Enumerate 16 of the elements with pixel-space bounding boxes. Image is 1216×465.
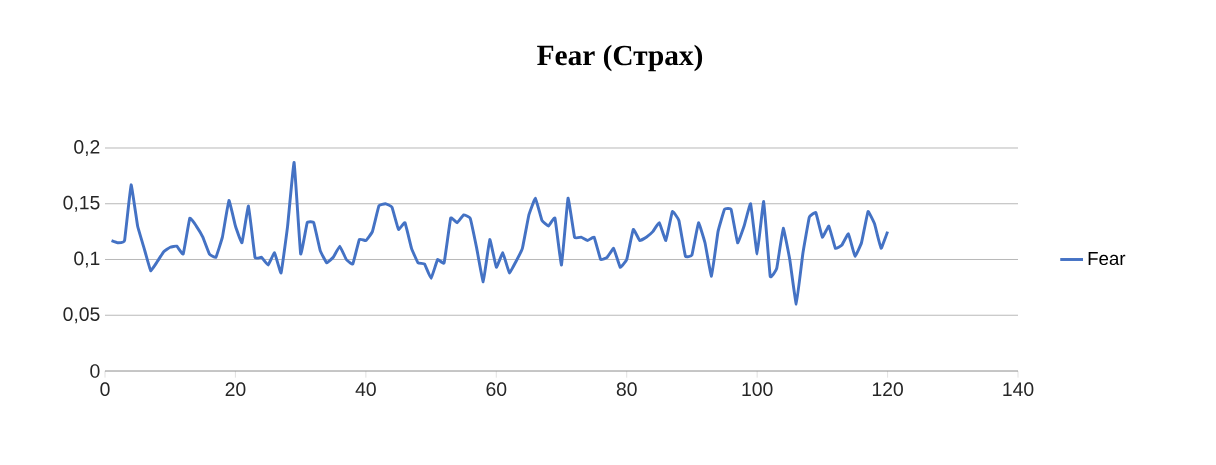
legend-label: Fear xyxy=(1088,252,1126,266)
x-tick-label: 20 xyxy=(225,382,246,397)
y-tick-label: 0,2 xyxy=(74,140,100,156)
x-tick-label: 60 xyxy=(486,382,507,397)
x-tick-label: 80 xyxy=(616,382,637,397)
y-tick-label: 0,05 xyxy=(63,307,100,324)
x-tick-label: 120 xyxy=(872,382,903,397)
x-tick-label: 40 xyxy=(355,382,376,397)
y-tick-label: 0 xyxy=(90,364,100,378)
y-tick-label: 0,1 xyxy=(74,251,100,268)
x-tick-label: 140 xyxy=(1003,382,1034,397)
line-series xyxy=(110,161,890,306)
x-tick-label: 0 xyxy=(100,382,110,397)
chart-title: Fear (Страх) xyxy=(537,44,703,72)
y-tick-label: 0,15 xyxy=(63,195,100,212)
x-tick-label: 100 xyxy=(742,382,773,397)
